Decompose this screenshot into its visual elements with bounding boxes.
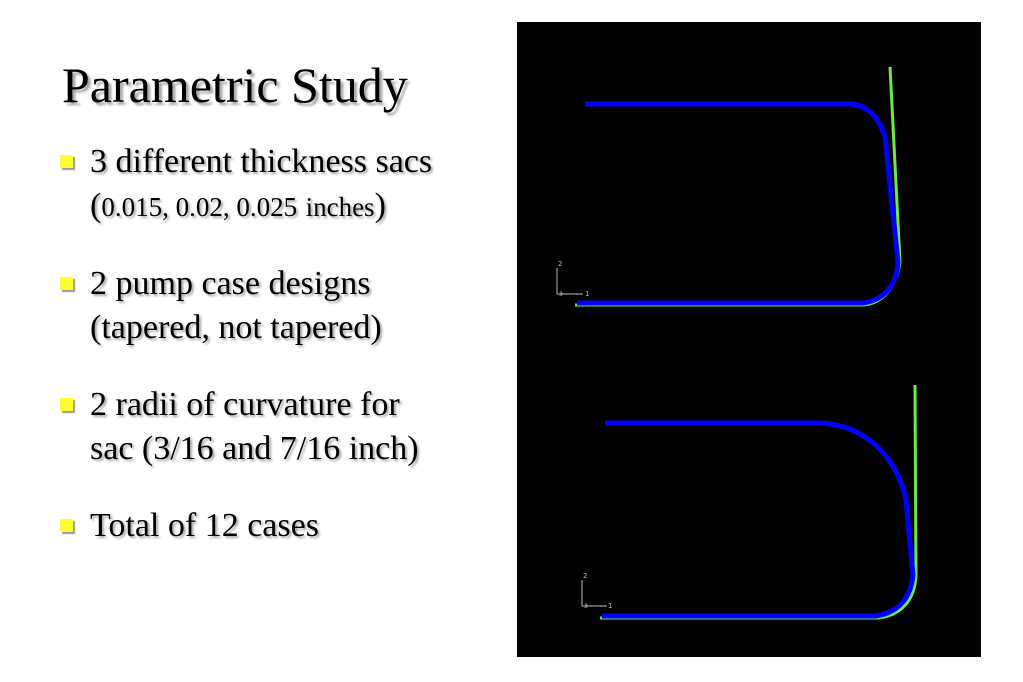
bullet-item-total: Total of 12 cases (60, 504, 510, 548)
slide-title: Parametric Study (62, 57, 408, 113)
triad-origin-label: 3 (559, 291, 563, 298)
bullet-list: 3 different thickness sacs (0.015, 0.02,… (60, 140, 510, 581)
axis-triad-icon: 2 1 3 (581, 572, 612, 610)
bullet-square-icon (60, 277, 73, 290)
figure-untapered-case: 2 1 3 (517, 340, 981, 657)
bullet-item-thickness: 3 different thickness sacs (0.015, 0.02,… (60, 140, 510, 229)
tapered-case-plot: 2 1 3 (556, 66, 902, 307)
pump-case-outline (600, 384, 918, 620)
triad-y-label: 2 (583, 572, 587, 580)
sac-outline (577, 101, 901, 306)
sac-outline (602, 420, 916, 619)
bullet-text-line: (0.015, 0.02, 0.025 inches) (90, 184, 510, 229)
figure-tapered-case: 2 1 3 (517, 22, 981, 340)
bullet-text-line: (tapered, not tapered) (90, 309, 382, 346)
open-paren: ( (90, 187, 102, 224)
triad-origin-label: 3 (584, 603, 588, 610)
bullet-square-icon (60, 519, 73, 532)
bullet-square-icon (60, 155, 73, 168)
bullet-text-line: 2 radii of curvature for (90, 386, 400, 423)
axis-triad-icon: 2 1 3 (556, 260, 589, 298)
thickness-unit: inches (305, 192, 375, 222)
untapered-case-plot: 2 1 3 (581, 384, 918, 620)
bullet-text-line: sac (3/16 and 7/16 inch) (90, 430, 419, 467)
close-paren: ) (374, 187, 386, 224)
bullet-text-line: Total of 12 cases (90, 507, 319, 544)
bullet-text-line: 2 pump case designs (90, 265, 371, 302)
bullet-item-case-designs: 2 pump case designs (tapered, not tapere… (60, 262, 510, 350)
bullet-text-line: 3 different thickness sacs (90, 143, 433, 180)
bullet-item-radii: 2 radii of curvature for sac (3/16 and 7… (60, 383, 510, 471)
thickness-values: 0.015, 0.02, 0.025 (101, 192, 298, 222)
triad-x-label: 1 (585, 290, 589, 298)
triad-y-label: 2 (558, 260, 562, 268)
triad-x-label: 1 (608, 602, 612, 610)
bullet-square-icon (60, 398, 73, 411)
